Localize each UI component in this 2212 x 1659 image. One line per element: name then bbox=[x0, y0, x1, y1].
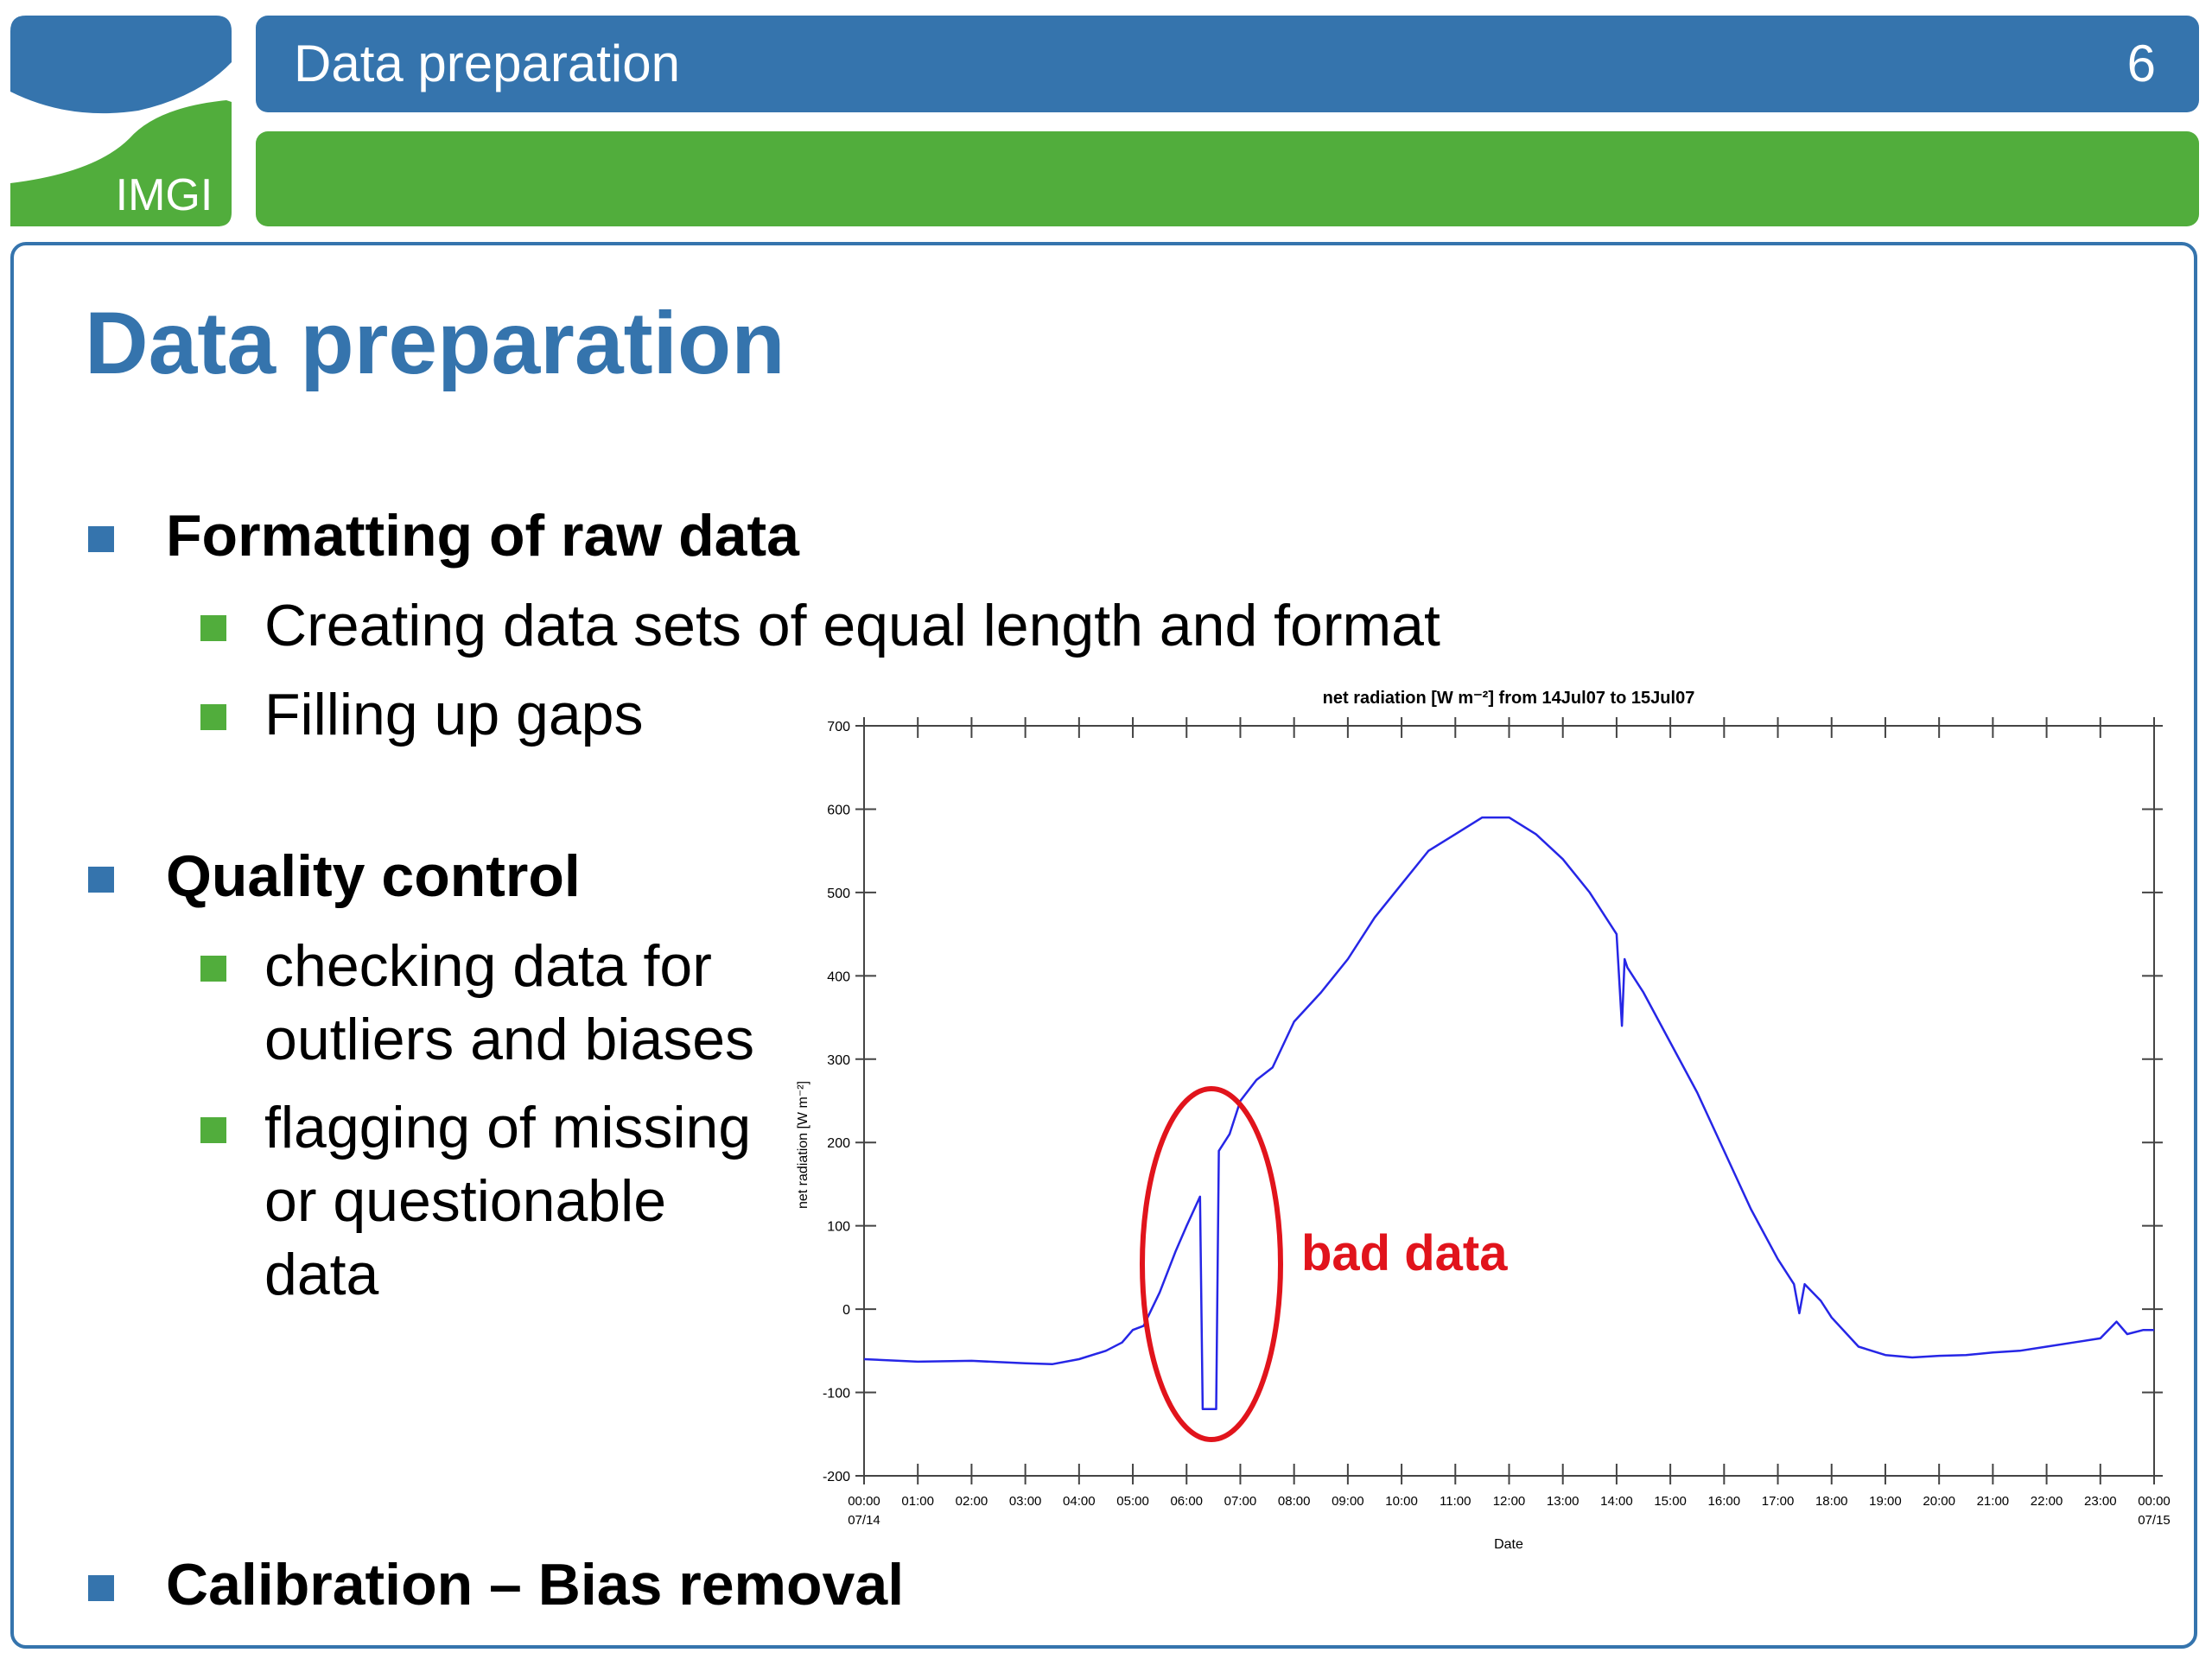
x-tick-label: 00:00 bbox=[2138, 1494, 2171, 1509]
x-tick-label: 12:00 bbox=[1493, 1494, 1526, 1509]
bullet-heading: Calibration – Bias removal bbox=[166, 1552, 905, 1618]
x-tick-label: 07:00 bbox=[1224, 1494, 1257, 1509]
bullet-heading: Formatting of raw data bbox=[166, 503, 799, 569]
sub-bullet-text-line: or questionable bbox=[264, 1168, 667, 1234]
y-tick-label: 500 bbox=[827, 887, 850, 901]
x-tick-label: 08:00 bbox=[1278, 1494, 1311, 1509]
x-tick-label: 00:00 bbox=[848, 1494, 880, 1509]
header-accent-bar bbox=[256, 131, 2199, 226]
sub-bullet-text: Creating data sets of equal length and f… bbox=[264, 593, 1440, 658]
y-axis: 700 600 500 400 300 200 100 0 -100 -200 bbox=[823, 720, 2163, 1484]
x-tick-label: 14:00 bbox=[1600, 1494, 1633, 1509]
x-tick-label: 03:00 bbox=[1009, 1494, 1042, 1509]
slide-title: Data preparation bbox=[85, 294, 785, 392]
bad-data-annotation: bad data bbox=[1301, 1225, 1508, 1281]
net-radiation-chart: net radiation [W m⁻²] from 14Jul07 to 15… bbox=[796, 689, 2171, 1552]
bullet-square-icon bbox=[88, 867, 114, 893]
x-tick-label: 13:00 bbox=[1547, 1494, 1580, 1509]
logo-blue-shape bbox=[10, 16, 232, 114]
sub-bullet-text-line: data bbox=[264, 1242, 379, 1307]
x-axis: 00:00 01:00 02:00 03:00 04:00 05:00 06:00 07:00… bbox=[848, 717, 2171, 1528]
sub-bullet-text: flagging of missing or questionable data bbox=[264, 1091, 751, 1312]
sub-bullet-text: Filling up gaps bbox=[264, 682, 644, 747]
sub-bullet-square-icon bbox=[200, 1117, 226, 1143]
y-tick-label: -100 bbox=[823, 1387, 850, 1402]
logo-text: IMGI bbox=[116, 170, 213, 220]
bad-data-highlight-ellipse bbox=[1140, 1086, 1283, 1442]
logo-green-shape bbox=[10, 100, 232, 226]
x-tick-label: 06:00 bbox=[1170, 1494, 1203, 1509]
header-title: Data preparation bbox=[294, 35, 680, 92]
x-tick-label: 11:00 bbox=[1440, 1494, 1471, 1509]
bullet-square-icon bbox=[88, 1575, 114, 1601]
y-tick-label: 0 bbox=[842, 1303, 850, 1318]
x-tick-label: 01:00 bbox=[901, 1494, 934, 1509]
chart-title: net radiation [W m⁻²] from 14Jul07 to 15… bbox=[1323, 689, 1695, 708]
sub-bullet-text: checking data for outliers and biases bbox=[264, 930, 754, 1077]
bullet-heading: Quality control bbox=[166, 843, 581, 909]
x-tick-label: 23:00 bbox=[2084, 1494, 2117, 1509]
sub-bullet-square-icon bbox=[200, 704, 226, 730]
x-tick-label: 19:00 bbox=[1869, 1494, 1902, 1509]
imgi-logo: IMGI bbox=[10, 16, 232, 226]
y-tick-label: 700 bbox=[827, 720, 850, 734]
net-radiation-series-line bbox=[863, 816, 2154, 1411]
x-tick-label: 09:00 bbox=[1332, 1494, 1364, 1509]
content-frame bbox=[10, 242, 2197, 1649]
page-number: 6 bbox=[2126, 35, 2156, 92]
x-date-label-start: 07/14 bbox=[848, 1513, 880, 1528]
x-date-label-end: 07/15 bbox=[2138, 1513, 2171, 1528]
x-tick-label: 21:00 bbox=[1977, 1494, 2010, 1509]
sub-bullet-text-line: flagging of missing bbox=[264, 1095, 752, 1160]
x-tick-label: 02:00 bbox=[956, 1494, 988, 1509]
x-tick-label: 16:00 bbox=[1708, 1494, 1741, 1509]
x-tick-label: 17:00 bbox=[1762, 1494, 1795, 1509]
y-tick-label: 300 bbox=[827, 1053, 850, 1068]
x-tick-label: 22:00 bbox=[2031, 1494, 2063, 1509]
header-bar: Data preparation 6 bbox=[256, 16, 2199, 112]
sub-bullet-text-line: checking data for bbox=[264, 933, 712, 999]
y-tick-label: 600 bbox=[827, 803, 850, 817]
sub-bullet-square-icon bbox=[200, 956, 226, 982]
x-tick-label: 20:00 bbox=[1923, 1494, 1955, 1509]
x-axis-label: Date bbox=[1494, 1537, 1523, 1552]
x-tick-label: 04:00 bbox=[1063, 1494, 1096, 1509]
y-tick-label: 100 bbox=[827, 1220, 850, 1235]
y-tick-label: -200 bbox=[823, 1470, 850, 1484]
x-tick-label: 10:00 bbox=[1385, 1494, 1418, 1509]
y-tick-label: 400 bbox=[827, 969, 850, 984]
x-tick-label: 05:00 bbox=[1116, 1494, 1149, 1509]
sub-bullet-text-line: outliers and biases bbox=[264, 1007, 755, 1072]
x-tick-label: 15:00 bbox=[1654, 1494, 1687, 1509]
sub-bullet-square-icon bbox=[200, 615, 226, 641]
y-axis-label: net radiation [W m⁻²] bbox=[796, 1081, 810, 1209]
y-tick-label: 200 bbox=[827, 1136, 850, 1151]
bullet-square-icon bbox=[88, 526, 114, 552]
x-tick-label: 18:00 bbox=[1815, 1494, 1848, 1509]
